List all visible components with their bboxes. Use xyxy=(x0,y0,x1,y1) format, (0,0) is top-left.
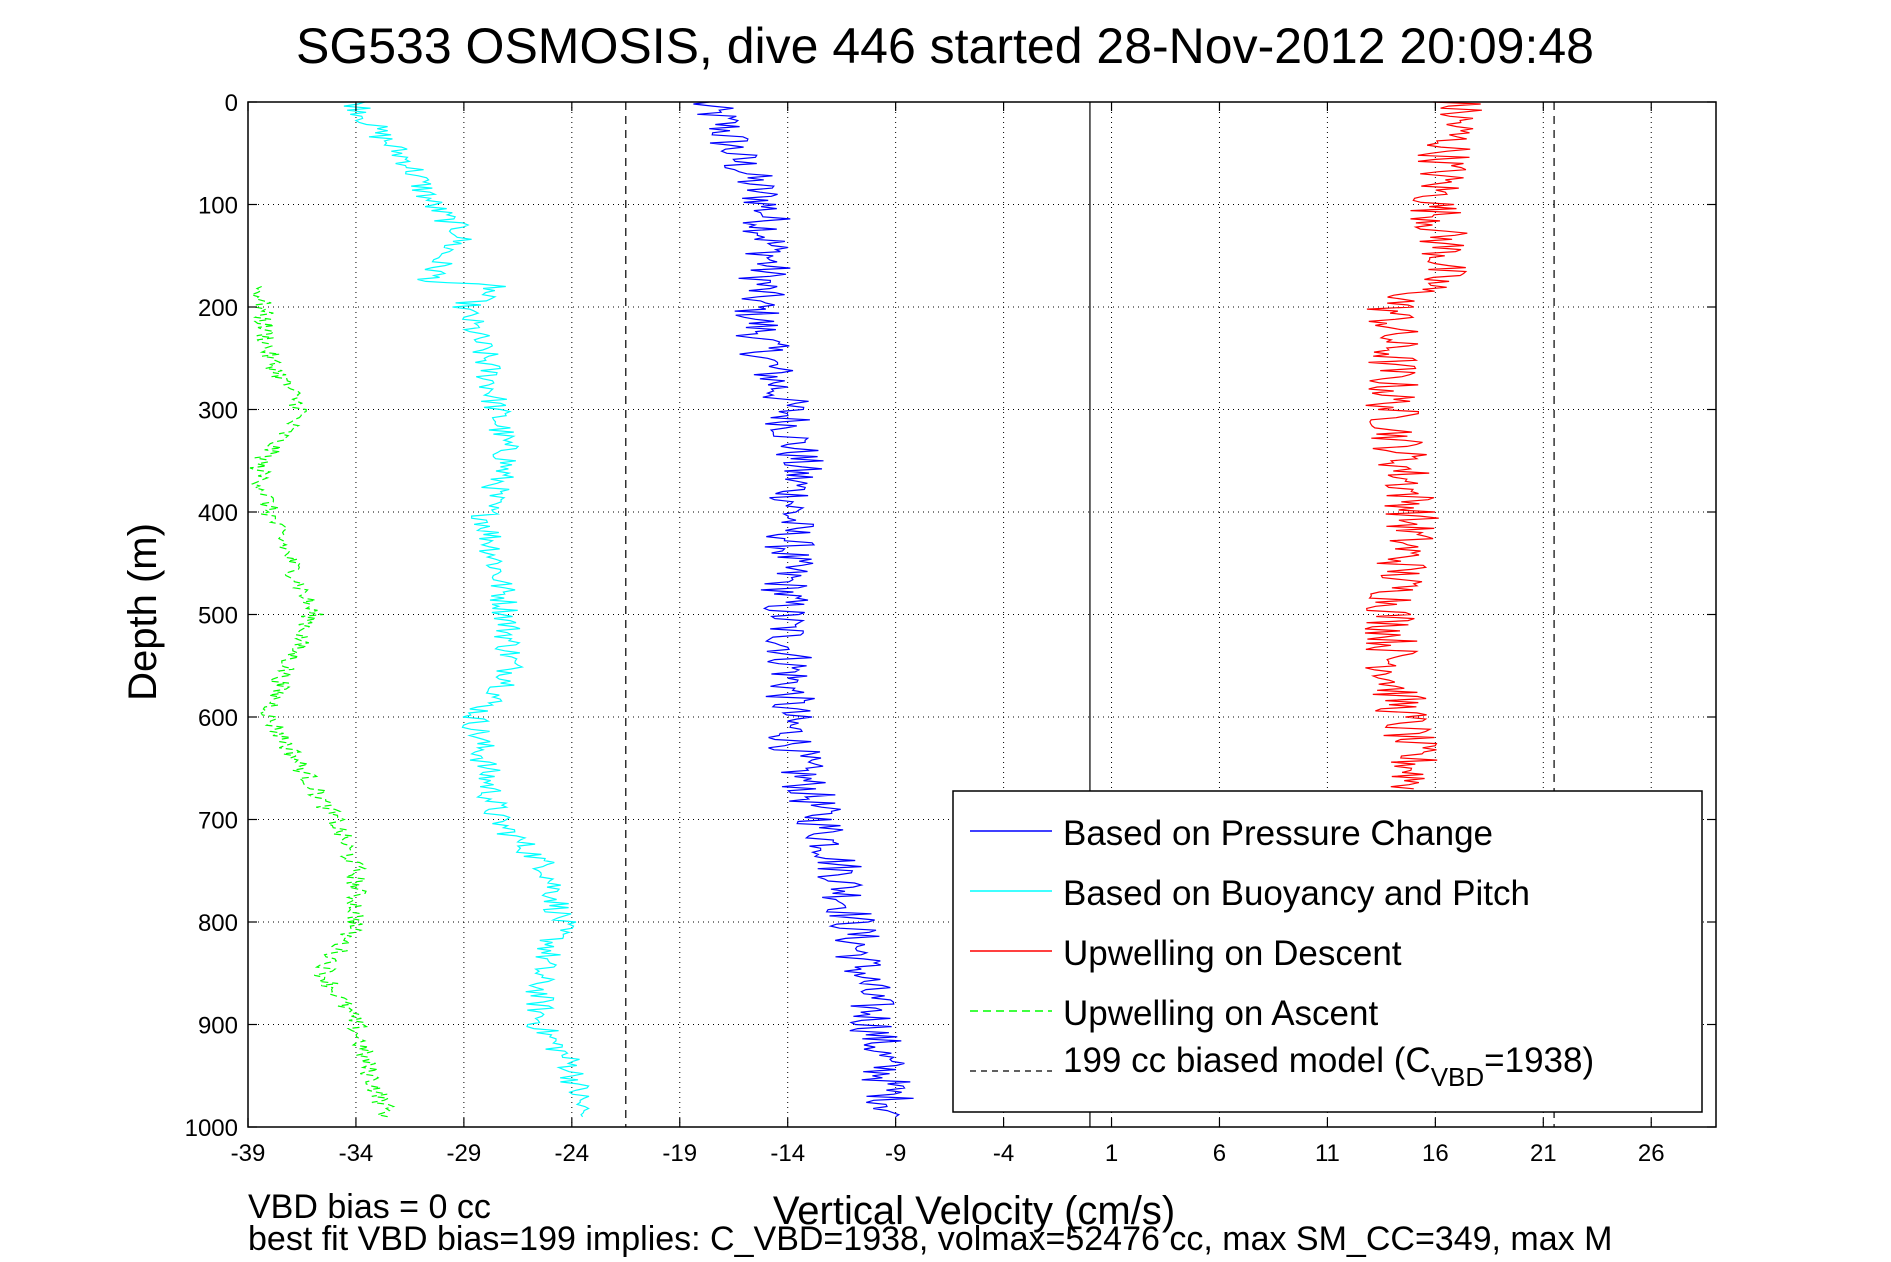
bias-annotation: VBD bias = 0 cc xyxy=(248,1188,491,1226)
x-tick-label: -24 xyxy=(554,1140,589,1167)
y-tick-label: 400 xyxy=(198,500,238,527)
grid xyxy=(247,101,1716,1128)
best-fit-annotation: best fit VBD bias=199 implies: C_VBD=193… xyxy=(248,1220,1612,1258)
y-tick-label: 900 xyxy=(198,1013,238,1040)
x-tick-label: 11 xyxy=(1315,1140,1340,1167)
x-tick-label: -19 xyxy=(662,1140,697,1167)
legend-label-descent: Upwelling on Descent xyxy=(1063,934,1402,973)
series-line xyxy=(343,101,590,1118)
series-line xyxy=(249,285,396,1118)
x-tick-label: -4 xyxy=(993,1140,1014,1167)
y-tick-label: 600 xyxy=(198,705,238,732)
y-tick-label: 100 xyxy=(198,193,238,220)
series-line xyxy=(693,101,914,1118)
x-axis-label: Vertical Velocity (cm/s) xyxy=(773,1189,1175,1233)
x-tick-label: -14 xyxy=(770,1140,805,1167)
x-tick-label: 26 xyxy=(1638,1140,1665,1167)
series-lines xyxy=(249,101,1482,1118)
x-ticks: -39 -34 -29 -24 -19 -14 -9 -4 1 6 11 16 21 26 xyxy=(231,102,1665,1167)
x-tick-label: 21 xyxy=(1530,1140,1557,1167)
y-tick-label: 800 xyxy=(198,910,238,937)
chart-title: SG533 OSMOSIS, dive 446 started 28-Nov-2… xyxy=(296,18,1594,74)
legend-label-model: 199 cc biased model (CVBD=1938) xyxy=(1063,1041,1594,1092)
legend: Based on Pressure Change Based on Buoyan… xyxy=(952,790,1703,1113)
y-ticks: 0 100 200 300 400 500 600 700 800 900 1000 xyxy=(185,90,1716,1142)
y-tick-label: 1000 xyxy=(185,1115,238,1142)
y-tick-label: 200 xyxy=(198,295,238,322)
x-tick-label: -39 xyxy=(231,1140,266,1167)
y-axis-label: Depth (m) xyxy=(121,523,165,701)
legend-box xyxy=(952,790,1703,1113)
y-tick-label: 300 xyxy=(198,398,238,425)
legend-label-buoyancy: Based on Buoyancy and Pitch xyxy=(1063,874,1530,913)
x-tick-label: -9 xyxy=(885,1140,906,1167)
y-tick-label: 700 xyxy=(198,808,238,835)
legend-label-pressure: Based on Pressure Change xyxy=(1063,814,1493,853)
y-tick-label: 0 xyxy=(225,90,238,117)
x-tick-label: 6 xyxy=(1213,1140,1226,1167)
x-tick-label: 1 xyxy=(1105,1140,1118,1167)
legend-label-ascent: Upwelling on Ascent xyxy=(1063,994,1378,1033)
y-tick-label: 500 xyxy=(198,603,238,630)
x-tick-label: -29 xyxy=(447,1140,482,1167)
series-line xyxy=(1364,101,1482,790)
x-tick-label: -34 xyxy=(339,1140,374,1167)
x-tick-label: 16 xyxy=(1422,1140,1449,1167)
